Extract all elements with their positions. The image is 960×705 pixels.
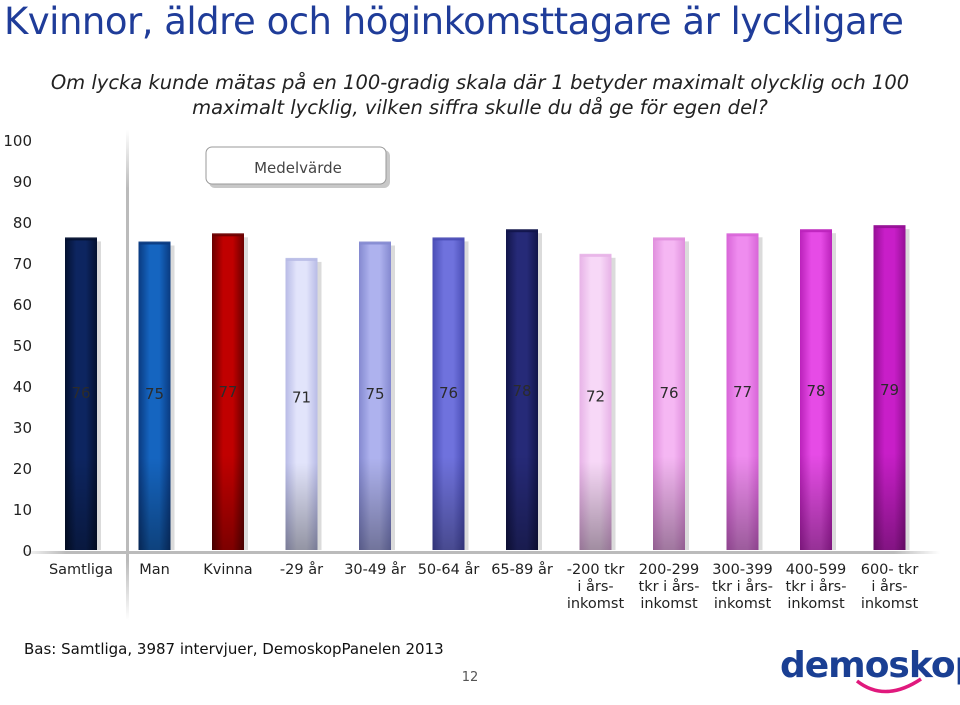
bar-shade — [873, 226, 906, 550]
category-label: tkr i års- — [639, 578, 700, 595]
category-label: 600- tkr — [861, 562, 919, 578]
bar-cap — [873, 225, 906, 229]
bar-shade — [359, 242, 391, 550]
y-tick-label: 90 — [13, 173, 32, 191]
y-tick-label: 70 — [13, 255, 32, 273]
page-title: Kvinnor, äldre och höginkomsttagare är l… — [4, 0, 904, 43]
value-label: 79 — [880, 381, 899, 399]
value-label: 78 — [806, 382, 825, 400]
bar-shade — [726, 234, 759, 551]
category-label: Samtliga — [49, 562, 113, 578]
survey-question: Om lycka kunde mätas på en 100-gradig sk… — [50, 71, 910, 119]
bar-cap — [579, 253, 612, 257]
category-label: -29 år — [280, 561, 323, 578]
y-tick-label: 40 — [13, 378, 32, 396]
category-label: Man — [139, 562, 170, 578]
bar-cap — [359, 241, 391, 245]
category-label: inkomst — [640, 596, 698, 612]
y-tick-label: 10 — [13, 501, 32, 519]
bar-shade — [138, 242, 171, 550]
bar-cap — [285, 257, 318, 261]
bar-shade — [579, 254, 612, 551]
bar-cap — [726, 233, 759, 237]
bar-cap — [138, 241, 171, 245]
bar-shade — [65, 238, 97, 550]
category-label: i års- — [871, 578, 907, 595]
bar-cap — [800, 229, 832, 233]
bar-cap — [432, 237, 465, 241]
value-label: 76 — [439, 384, 458, 402]
value-label: 77 — [218, 383, 237, 401]
value-label: 76 — [71, 384, 90, 402]
category-label: inkomst — [861, 596, 919, 612]
divider-line — [126, 130, 129, 620]
y-tick-label: 0 — [22, 542, 32, 560]
bar-shade — [432, 238, 465, 550]
x-axis-baseline — [20, 551, 940, 554]
logo-swoosh-icon — [855, 677, 922, 694]
page-number: 12 — [461, 670, 479, 685]
value-label: 77 — [733, 383, 752, 401]
value-label: 75 — [145, 385, 164, 403]
category-label: Kvinna — [203, 562, 252, 578]
category-label: inkomst — [787, 596, 845, 612]
bar-shade — [285, 258, 318, 550]
category-label: -200 tkr — [567, 562, 625, 578]
bar-shade — [212, 234, 244, 551]
category-label: 300-399 — [712, 562, 773, 578]
value-label: 76 — [659, 384, 678, 402]
bar-cap — [65, 237, 97, 241]
bar-shade — [653, 238, 685, 550]
category-label: tkr i års- — [786, 578, 847, 595]
legend-label: Medelvärde — [254, 159, 342, 177]
value-label: 75 — [365, 385, 384, 403]
category-label: 200-299 — [639, 562, 700, 578]
bar-cap — [212, 233, 244, 237]
category-label: 65-89 år — [491, 561, 553, 578]
y-tick-label: 80 — [13, 214, 32, 232]
category-label: tkr i års- — [712, 578, 773, 595]
legend: Medelvärde — [205, 146, 390, 188]
category-label: i års- — [577, 578, 613, 595]
category-label: 30-49 år — [344, 561, 406, 578]
source-note: Bas: Samtliga, 3987 intervjuer, Demoskop… — [24, 640, 444, 658]
category-label: inkomst — [714, 596, 772, 612]
value-label: 78 — [512, 382, 531, 400]
demoskop-logo: demoskop — [780, 645, 960, 686]
value-label: 71 — [292, 389, 311, 407]
bar-shade — [506, 230, 538, 550]
category-label: 50-64 år — [418, 561, 480, 578]
y-tick-label: 50 — [13, 337, 32, 355]
y-tick-label: 20 — [13, 460, 32, 478]
bar-cap — [653, 237, 685, 241]
category-label: inkomst — [567, 596, 625, 612]
category-label: 400-599 — [786, 562, 847, 578]
y-tick-label: 60 — [13, 296, 32, 314]
value-label: 72 — [586, 388, 605, 406]
y-tick-label: 30 — [13, 419, 32, 437]
y-tick-label: 100 — [3, 132, 32, 150]
bar-cap — [506, 229, 538, 233]
legend-box — [205, 146, 387, 185]
bar-shade — [800, 230, 832, 550]
